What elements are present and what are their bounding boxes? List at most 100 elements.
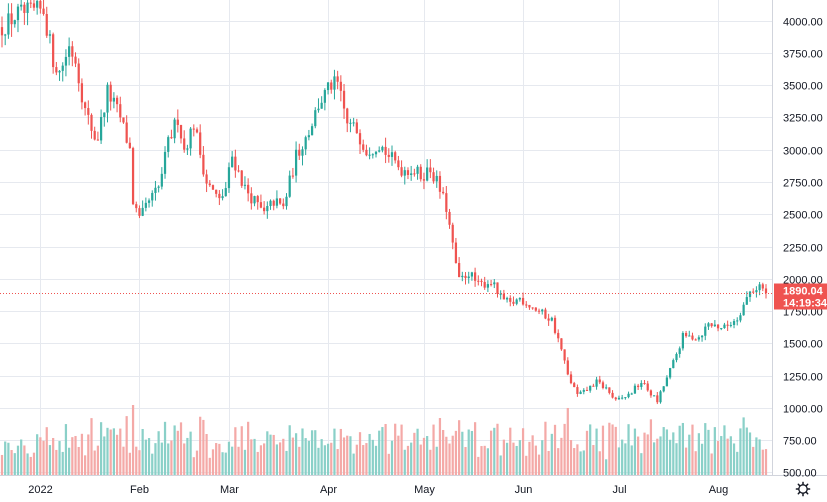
candle-countdown: 14:19:34 [783, 298, 827, 310]
volume-bar [566, 407, 569, 475]
volume-bar [595, 428, 598, 475]
volume-bar [502, 439, 505, 475]
last-price-tag: 1890.04 14:19:34 [774, 283, 827, 310]
candle-body [477, 280, 480, 282]
candle-body [330, 82, 333, 90]
candle-body [653, 395, 656, 397]
volume-bar [234, 427, 237, 475]
candle-body [29, 2, 32, 4]
candle-body [221, 196, 224, 199]
volume-bar [684, 447, 688, 475]
candle-body [675, 353, 678, 361]
volume-bar [183, 443, 186, 475]
candle-body [713, 324, 716, 327]
candle-body [605, 387, 608, 389]
volume-bar [416, 428, 419, 475]
candle-body [103, 112, 106, 117]
candle-body [144, 202, 147, 208]
candle-body [10, 13, 13, 25]
candle-body [179, 124, 183, 139]
volume-bar [371, 439, 374, 475]
volume-bar [694, 451, 697, 475]
volume-bar [611, 424, 614, 475]
volume-bar [160, 442, 163, 475]
volume-bar [736, 451, 739, 475]
candle-body [80, 83, 84, 103]
volume-bar [365, 443, 368, 475]
candle-body [448, 211, 451, 225]
candle-body [720, 328, 723, 330]
volume-bars [0, 405, 768, 475]
volume-bar [115, 434, 119, 475]
candle-body [250, 193, 253, 204]
volume-bar [374, 445, 378, 475]
candle-body [438, 175, 442, 192]
volume-bar [688, 434, 691, 475]
candle-body [240, 170, 243, 186]
volume-bar [489, 430, 493, 475]
candle-body [320, 102, 323, 109]
x-tick-label: Aug [709, 484, 729, 496]
volume-bar [368, 433, 371, 475]
volume-bar [7, 442, 10, 475]
volume-bar [218, 443, 221, 475]
candle-body [611, 392, 614, 398]
volume-bar [32, 452, 36, 475]
x-tick-label: Jul [612, 484, 626, 496]
volume-bar [537, 454, 541, 475]
candle-body [336, 76, 339, 82]
volume-bar [592, 445, 595, 475]
volume-bar [601, 425, 605, 475]
chart-settings-button[interactable] [795, 481, 811, 497]
candle-body [541, 309, 544, 312]
candle-body [333, 76, 336, 90]
volume-bar [253, 438, 256, 475]
volume-bar [195, 450, 199, 475]
volume-bar [179, 422, 183, 475]
candle-body [461, 275, 464, 278]
volume-bar [573, 448, 576, 475]
volume-bar [403, 449, 406, 475]
volume-bar [29, 456, 32, 475]
candle-body [592, 385, 595, 387]
volume-bar [505, 442, 509, 475]
candle-body [23, 4, 26, 13]
volume-bar [147, 438, 151, 475]
candle-body [266, 206, 269, 212]
candle-body [432, 172, 435, 182]
x-tick-label: Apr [320, 484, 337, 496]
candle-body [758, 284, 761, 291]
volume-bar [662, 427, 665, 475]
candle-body [521, 297, 525, 305]
volume-bar [342, 437, 346, 475]
volume-bar [48, 445, 52, 475]
volume-bar [422, 437, 426, 475]
volume-bar [723, 425, 726, 475]
volume-bar [691, 424, 694, 475]
candle-body [668, 368, 672, 378]
candle-body [557, 332, 560, 339]
volume-bar [477, 456, 480, 475]
candle-body [0, 27, 4, 36]
volume-bar [553, 424, 557, 475]
candle-body [400, 167, 403, 176]
candle-body [310, 126, 314, 136]
volume-bar [99, 422, 103, 475]
volume-bar [186, 437, 189, 475]
volume-bar [339, 428, 342, 475]
volume-bar [346, 435, 349, 475]
candle-body [691, 335, 694, 340]
volume-bar [227, 441, 231, 475]
volume-bar [394, 423, 397, 475]
volume-bar [758, 439, 761, 475]
gear-tooth [797, 483, 801, 487]
candle-body [301, 149, 304, 156]
volume-bar [282, 438, 285, 475]
candle-body [458, 263, 461, 278]
candle-body [247, 184, 250, 194]
volume-bar [269, 434, 272, 475]
candle-body [697, 337, 700, 340]
candle-body [304, 137, 307, 150]
